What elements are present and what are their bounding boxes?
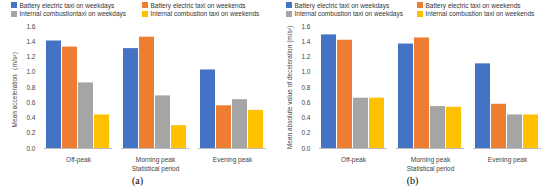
html-text:Internal combustion taxi on we: Internal combustion taxi on weekends bbox=[150, 10, 260, 17]
svg-text:0.0: 0.0 bbox=[301, 145, 310, 152]
svg-text:Mean absolute value of deceler: Mean absolute value of deceleration (m/s… bbox=[286, 26, 294, 149]
svg-text:0.4: 0.4 bbox=[301, 114, 310, 121]
svg-text:1.6: 1.6 bbox=[26, 23, 35, 30]
svg-text:0.8: 0.8 bbox=[301, 84, 310, 91]
html-text:Battery electric taxi on weeke: Battery electric taxi on weekends bbox=[425, 1, 521, 9]
svg-text:Statistical period: Statistical period bbox=[406, 165, 454, 173]
svg-text:1.0: 1.0 bbox=[301, 68, 310, 75]
svg-text:1.2: 1.2 bbox=[301, 53, 310, 60]
svg-text:Off-peak: Off-peak bbox=[66, 156, 92, 164]
svg-text:Evening peak: Evening peak bbox=[487, 156, 527, 164]
svg-text:0.4: 0.4 bbox=[26, 114, 35, 121]
svg-text:0.6: 0.6 bbox=[301, 99, 310, 106]
svg-text:0.2: 0.2 bbox=[301, 129, 310, 136]
svg-text:1.6: 1.6 bbox=[301, 23, 310, 30]
html-text:Battery electric taxi on weekd: Battery electric taxi on weekdays bbox=[294, 1, 390, 9]
svg-text:Off-peak: Off-peak bbox=[341, 156, 367, 164]
html-text:Internal combustiontaxi on wee: Internal combustiontaxi on weekdays bbox=[19, 10, 127, 17]
svg-text:1.0: 1.0 bbox=[26, 68, 35, 75]
svg-text:0.6: 0.6 bbox=[26, 99, 35, 106]
svg-text:Morning peak: Morning peak bbox=[135, 156, 175, 164]
svg-text:Statistical period: Statistical period bbox=[131, 165, 179, 173]
svg-text:Morning peak: Morning peak bbox=[410, 156, 450, 164]
svg-text:0.2: 0.2 bbox=[26, 129, 35, 136]
html-text:(b): (b) bbox=[406, 175, 419, 186]
svg-text:0.0: 0.0 bbox=[26, 145, 35, 152]
svg-text:1.2: 1.2 bbox=[26, 53, 35, 60]
html-text:Battery electric taxi on weekd: Battery electric taxi on weekdays bbox=[19, 1, 115, 9]
html-text:Internal combustion taxi on we: Internal combustion taxi on weekdays bbox=[294, 10, 403, 17]
svg-text:Evening peak: Evening peak bbox=[212, 156, 252, 164]
html-text:(a): (a) bbox=[131, 175, 143, 186]
svg-text:Mean acceleration（m/s²）: Mean acceleration（m/s²） bbox=[11, 48, 19, 128]
html-text:Battery electric taxi on weeke: Battery electric taxi on weekends bbox=[150, 1, 246, 9]
html-text:Internal combustion taxi on we: Internal combustion taxi on weekends bbox=[425, 10, 535, 17]
svg-text:1.4: 1.4 bbox=[26, 38, 35, 45]
svg-text:0.8: 0.8 bbox=[26, 84, 35, 91]
svg-text:1.4: 1.4 bbox=[301, 38, 310, 45]
